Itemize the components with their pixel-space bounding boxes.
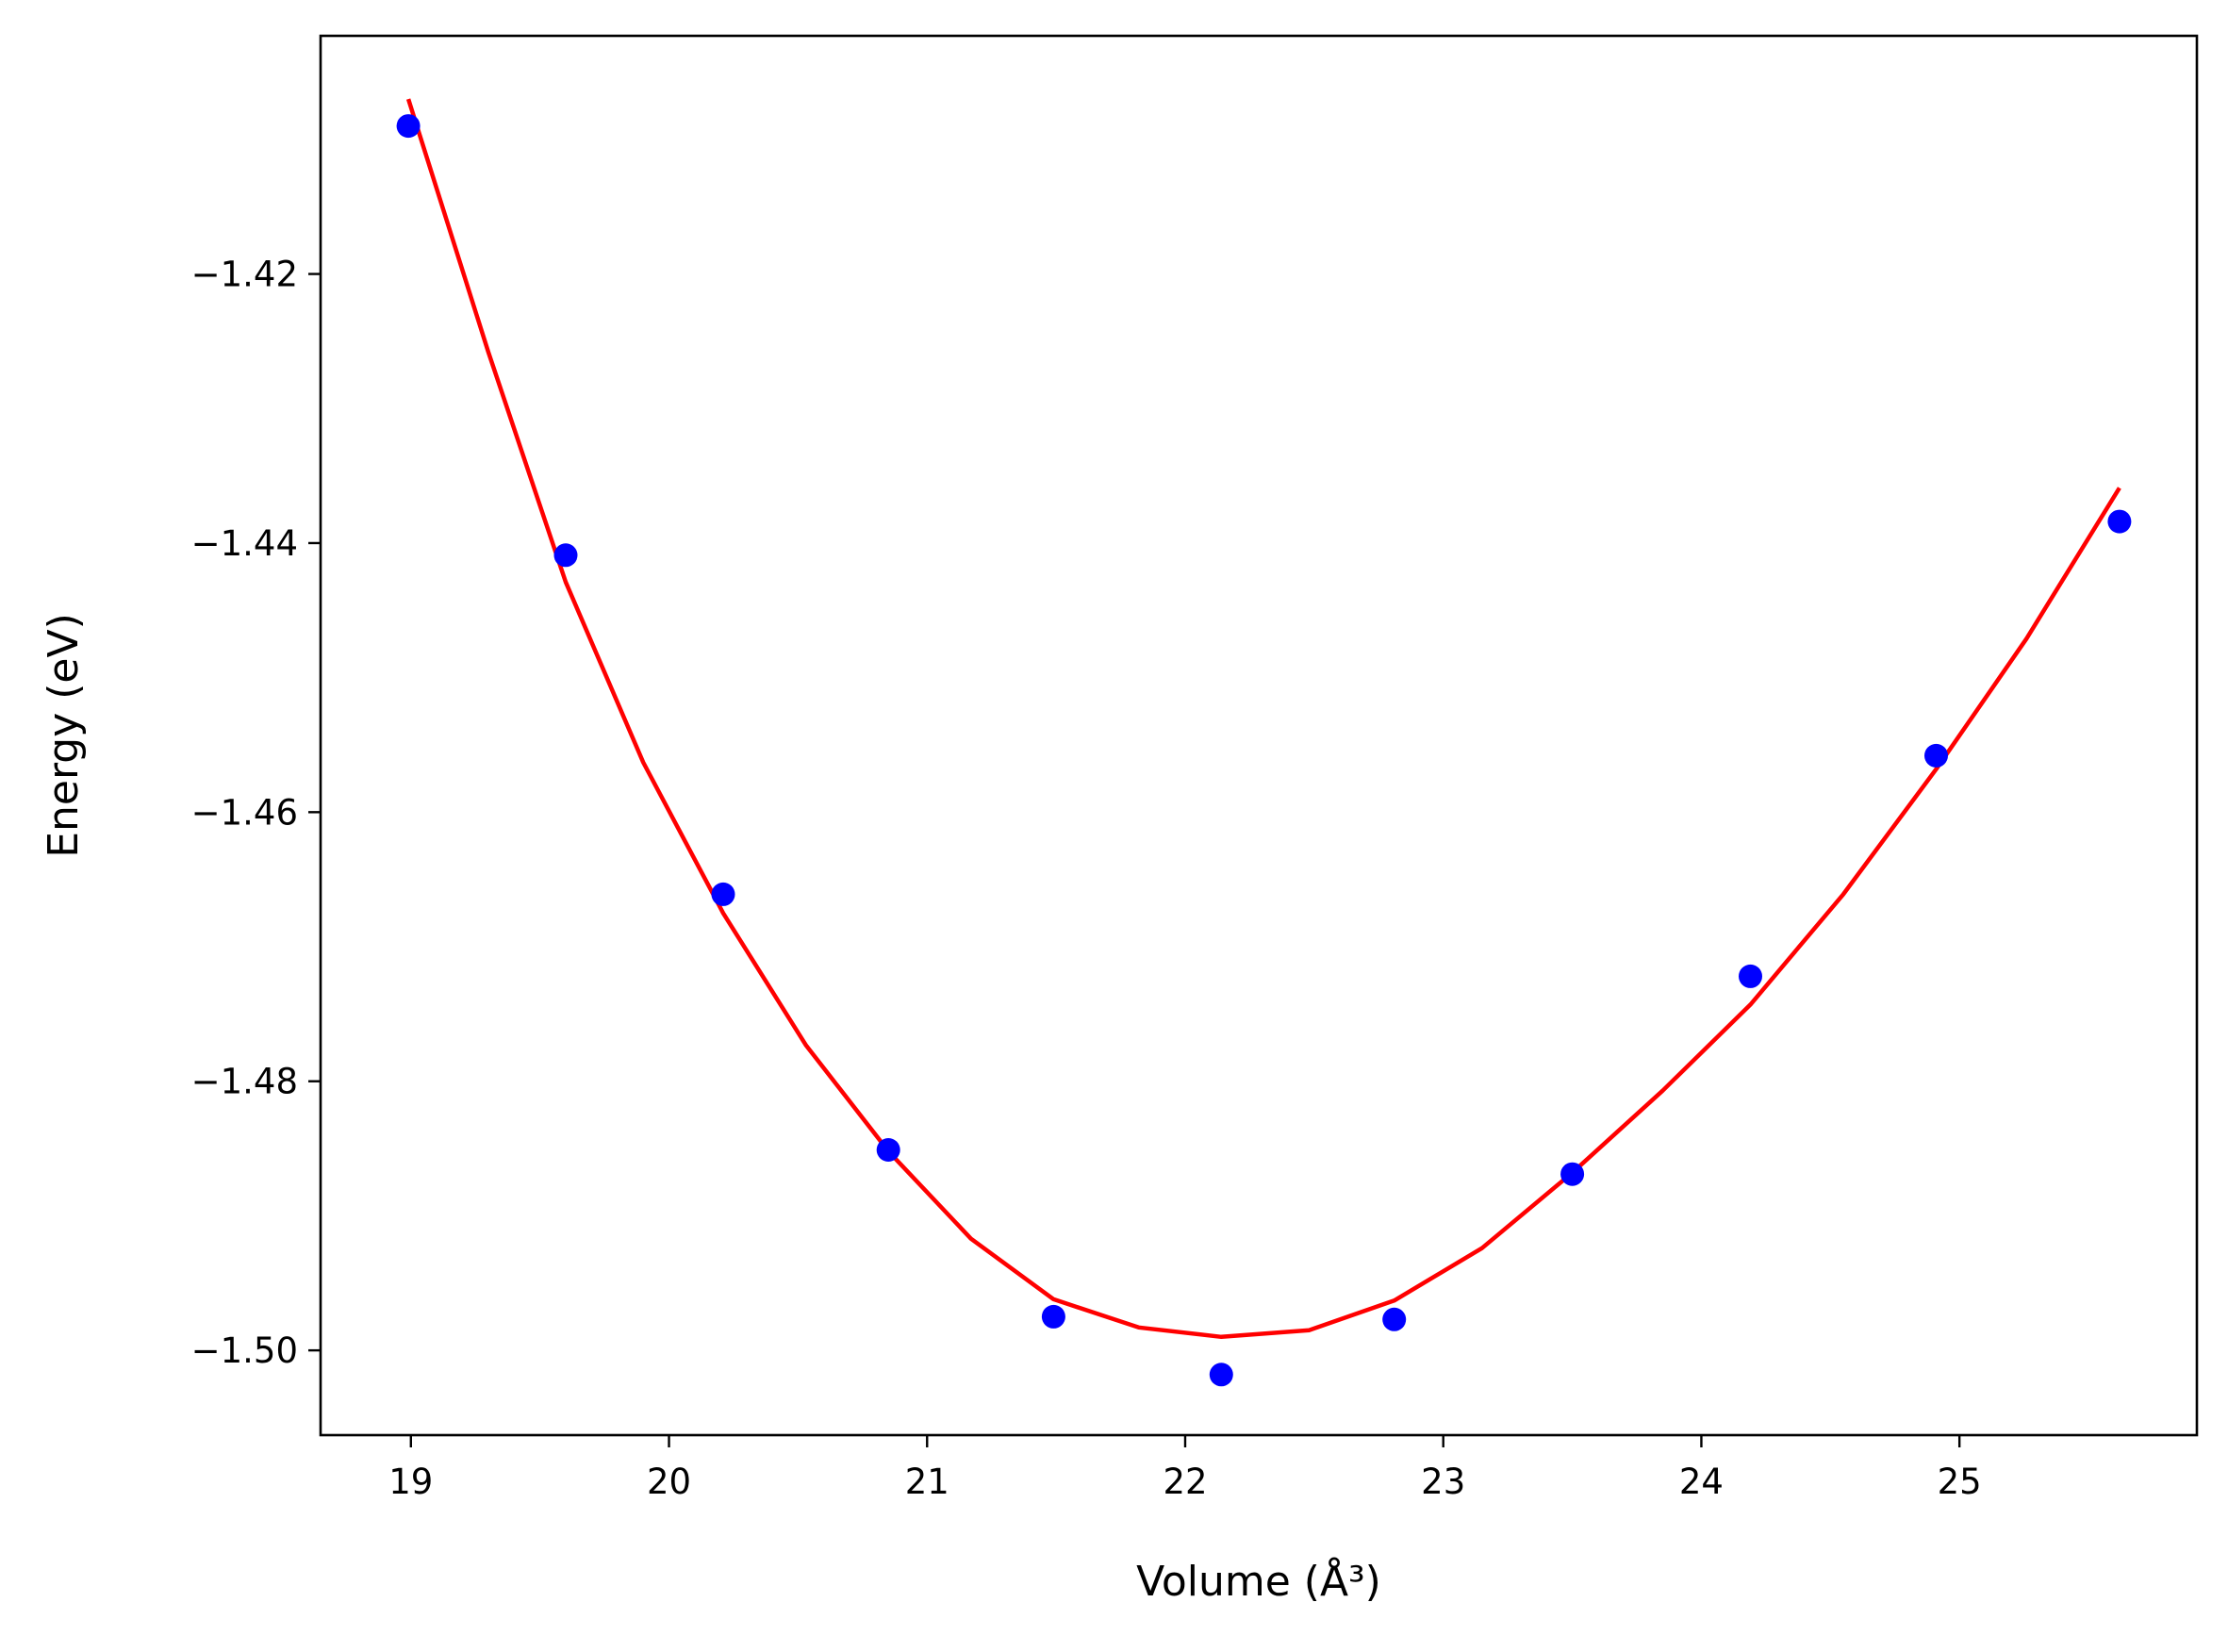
data-point <box>1924 743 1948 768</box>
data-point <box>2107 509 2132 534</box>
data-point <box>553 543 578 568</box>
data-point <box>711 882 735 906</box>
data-point <box>1382 1307 1407 1331</box>
data-point <box>1560 1162 1585 1186</box>
plot-layer <box>396 98 2132 1387</box>
data-point <box>876 1138 900 1162</box>
x-tick-label: 25 <box>1938 1462 1982 1502</box>
x-axis-label: Volume (Å³) <box>1136 1556 1381 1606</box>
y-tick-label: −1.48 <box>191 1062 298 1102</box>
y-axis-ticks: −1.42 −1.44 −1.46 −1.48 −1.50 <box>191 255 321 1371</box>
data-point <box>396 114 421 139</box>
y-tick-label: −1.50 <box>191 1330 298 1371</box>
x-tick-label: 20 <box>647 1462 691 1502</box>
data-point <box>1041 1304 1065 1329</box>
data-point <box>1209 1363 1233 1387</box>
x-tick-label: 23 <box>1421 1462 1465 1502</box>
data-point <box>1739 964 1762 988</box>
x-tick-label: 22 <box>1163 1462 1207 1502</box>
y-tick-label: −1.42 <box>191 255 298 295</box>
x-tick-label: 24 <box>1679 1462 1724 1502</box>
x-axis-ticks: 19 20 21 22 23 24 25 <box>388 1435 1982 1502</box>
fit-curve-line <box>405 98 2121 1340</box>
y-tick-label: −1.44 <box>191 523 298 564</box>
y-axis-label: Energy (eV) <box>40 613 88 858</box>
plot-frame <box>319 34 2199 1437</box>
y-tick-label: −1.46 <box>191 792 298 833</box>
x-tick-label: 21 <box>905 1462 949 1502</box>
x-tick-label: 19 <box>388 1462 433 1502</box>
